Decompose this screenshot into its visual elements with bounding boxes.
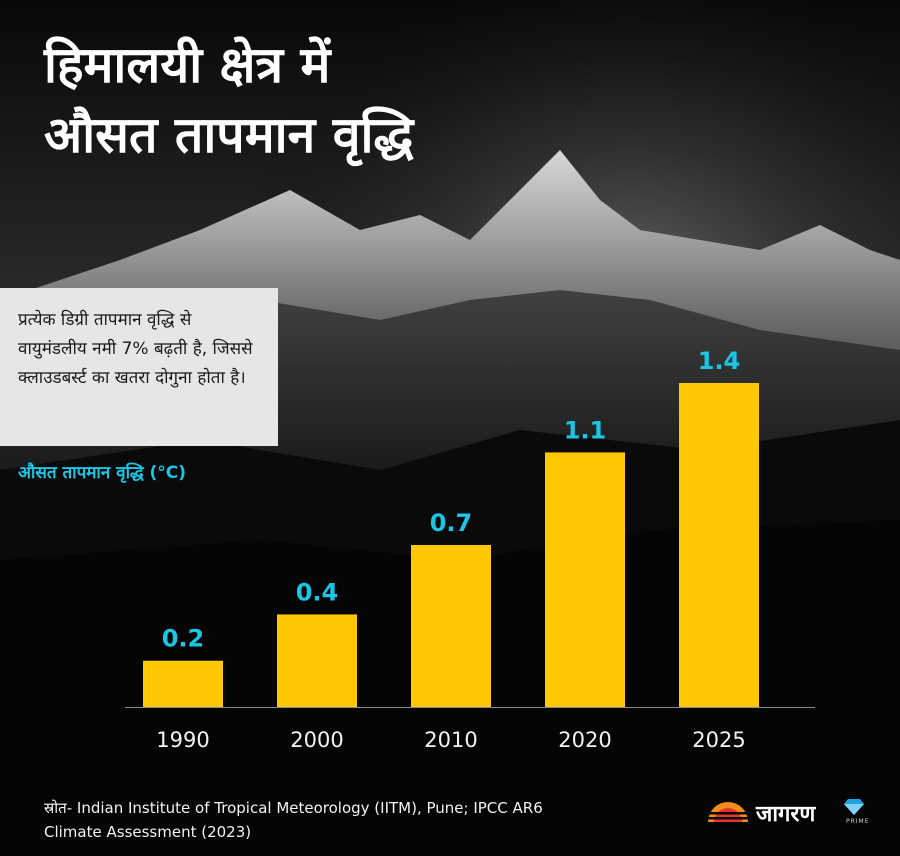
x-tick-label-2025: 2025	[692, 728, 745, 752]
x-tick-label-1990: 1990	[156, 728, 209, 752]
sunrise-icon	[706, 802, 750, 822]
data-label-2010: 0.7	[430, 509, 473, 537]
y-axis-label: औसत तापमान वृद्धि (°C)	[18, 463, 187, 483]
title-line-1: हिमालयी क्षेत्र में	[44, 36, 331, 94]
data-label-2000: 0.4	[296, 578, 339, 606]
brand-sub-label: PRIME	[846, 818, 870, 825]
brand-name: जागरण	[756, 802, 816, 827]
x-tick-label-2000: 2000	[290, 728, 343, 752]
data-label-1990: 0.2	[162, 625, 205, 653]
bar-2020	[545, 452, 625, 707]
bar-2025	[679, 383, 759, 707]
bar-2010	[411, 545, 491, 707]
data-label-2020: 1.1	[564, 416, 607, 444]
bar-2000	[277, 614, 357, 707]
title-line-2: औसत तापमान वृद्धि	[44, 106, 414, 164]
brand-logo: जागरण PRIME	[706, 796, 876, 830]
source-citation: स्रोत- Indian Institute of Tropical Mete…	[44, 799, 543, 841]
info-note-box: प्रत्येक डिग्री तापमान वृद्धि से वायुमंड…	[0, 288, 278, 446]
page-title: हिमालयी क्षेत्र में औसत तापमान वृद्धि	[44, 30, 413, 170]
x-tick-label-2020: 2020	[558, 728, 611, 752]
data-label-2025: 1.4	[698, 347, 741, 375]
bar-1990	[143, 660, 223, 707]
x-tick-label-2010: 2010	[424, 728, 477, 752]
diamond-icon	[844, 799, 864, 815]
info-note-text: प्रत्येक डिग्री तापमान वृद्धि से वायुमंड…	[18, 310, 253, 388]
